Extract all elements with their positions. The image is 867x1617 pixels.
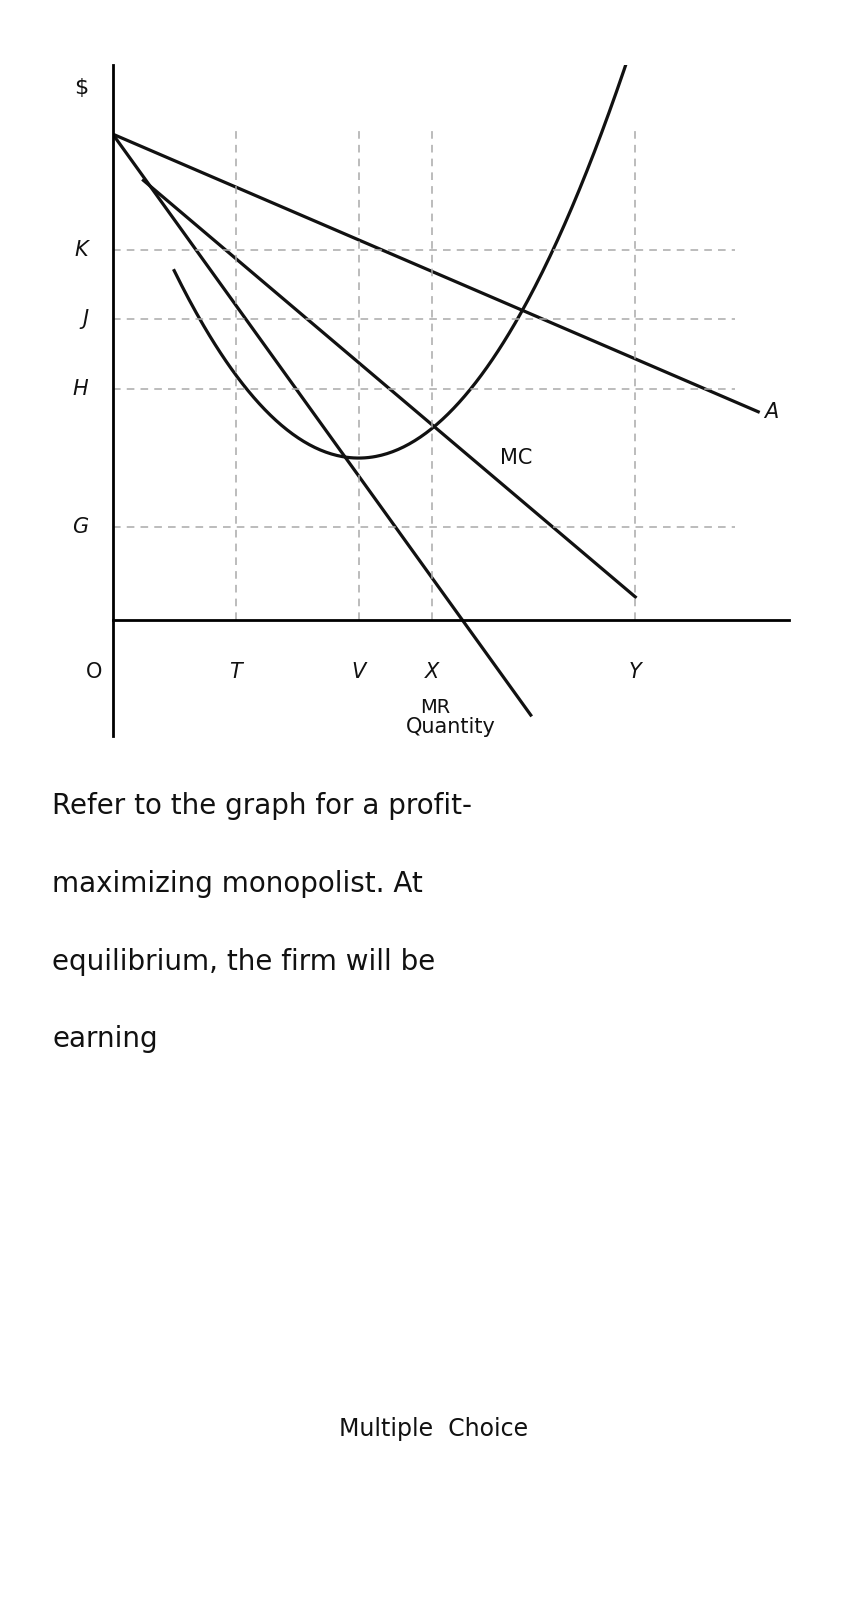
Text: T: T [229, 661, 242, 682]
Text: V: V [351, 661, 366, 682]
Text: H: H [72, 378, 88, 399]
Text: maximizing monopolist. At: maximizing monopolist. At [52, 870, 423, 897]
Text: A: A [765, 401, 779, 422]
Text: $: $ [74, 78, 88, 97]
Text: J: J [82, 309, 88, 330]
Text: earning: earning [52, 1025, 158, 1053]
Text: K: K [75, 239, 88, 260]
Text: Quantity: Quantity [406, 718, 496, 737]
Text: MR: MR [420, 699, 451, 718]
Text: Refer to the graph for a profit-: Refer to the graph for a profit- [52, 792, 472, 820]
Text: Y: Y [629, 661, 642, 682]
Text: O: O [86, 661, 102, 682]
Text: G: G [72, 517, 88, 537]
Text: equilibrium, the firm will be: equilibrium, the firm will be [52, 948, 435, 975]
Text: X: X [426, 661, 440, 682]
Text: Multiple  Choice: Multiple Choice [339, 1418, 528, 1441]
Text: MC: MC [500, 448, 532, 467]
